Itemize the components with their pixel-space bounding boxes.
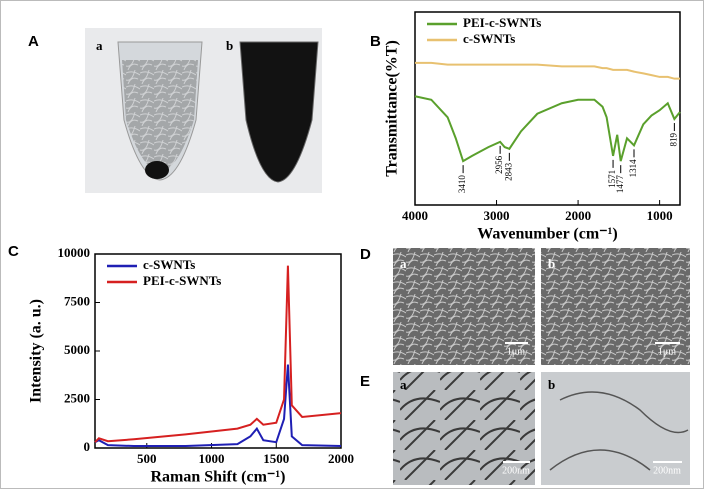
y-tick-label: 0 bbox=[84, 439, 91, 454]
peak-label: 1314 bbox=[628, 159, 638, 178]
series-line bbox=[94, 364, 342, 448]
series-line bbox=[94, 265, 342, 443]
sub-label: a bbox=[400, 377, 407, 392]
series-line bbox=[415, 61, 680, 80]
panel-label: B bbox=[370, 33, 381, 50]
peak-label: 1571 bbox=[607, 170, 617, 188]
tem-image bbox=[393, 372, 535, 485]
y-tick-label: 10000 bbox=[58, 245, 91, 260]
scale-label: 1μm bbox=[658, 346, 676, 357]
sem-image bbox=[541, 248, 690, 365]
sem-image bbox=[393, 248, 535, 365]
panel-label: D bbox=[360, 246, 371, 263]
nanotube bbox=[549, 391, 689, 471]
peak-label: 819 bbox=[668, 133, 678, 147]
y-axis-label: Intensity (a. u.) bbox=[28, 299, 45, 403]
peak-label: 2843 bbox=[503, 162, 513, 181]
plot-frame bbox=[414, 11, 681, 206]
x-tick-label: 1000 bbox=[647, 208, 673, 223]
y-tick-label: 2500 bbox=[64, 390, 90, 405]
legend-label: c-SWNTs bbox=[143, 257, 195, 272]
x-axis-label: Raman Shift (cm⁻¹) bbox=[150, 469, 285, 486]
x-tick-label: 2000 bbox=[565, 208, 591, 223]
legend-label: PEI-c-SWNTs bbox=[143, 273, 221, 288]
series-line bbox=[414, 95, 681, 163]
x-tick-label: 1000 bbox=[199, 451, 225, 466]
peak-label: 1477 bbox=[615, 175, 625, 194]
panel-label: A bbox=[28, 33, 39, 50]
panel-label: E bbox=[360, 373, 370, 390]
legend-label: PEI-c-SWNTs bbox=[463, 15, 541, 30]
panel-label: C bbox=[8, 243, 19, 260]
x-tick-label: 2000 bbox=[328, 451, 354, 466]
sub-label: a bbox=[400, 256, 407, 271]
scale-label: 200nm bbox=[653, 465, 681, 476]
peak-label: 2956 bbox=[494, 155, 504, 174]
tube-a-fill bbox=[122, 60, 198, 172]
sub-label: a bbox=[96, 38, 103, 53]
sub-label: b bbox=[226, 38, 233, 53]
peak-label: 3410 bbox=[457, 175, 467, 194]
x-tick-label: 500 bbox=[137, 451, 157, 466]
y-tick-label: 5000 bbox=[64, 342, 90, 357]
y-tick-label: 7500 bbox=[64, 293, 90, 308]
x-axis-label: Wavenumber (cm⁻¹) bbox=[477, 226, 617, 243]
sub-label: b bbox=[548, 377, 555, 392]
x-tick-label: 4000 bbox=[402, 208, 428, 223]
x-tick-label: 1500 bbox=[263, 451, 289, 466]
scale-label: 200nm bbox=[502, 465, 530, 476]
tube-b bbox=[239, 41, 319, 183]
legend-label: c-SWNTs bbox=[463, 31, 515, 46]
x-tick-label: 3000 bbox=[484, 208, 510, 223]
sub-label: b bbox=[548, 256, 555, 271]
y-axis-label: Transmittance(%T) bbox=[384, 40, 401, 177]
sediment bbox=[145, 161, 169, 179]
scale-label: 1μm bbox=[507, 346, 525, 357]
